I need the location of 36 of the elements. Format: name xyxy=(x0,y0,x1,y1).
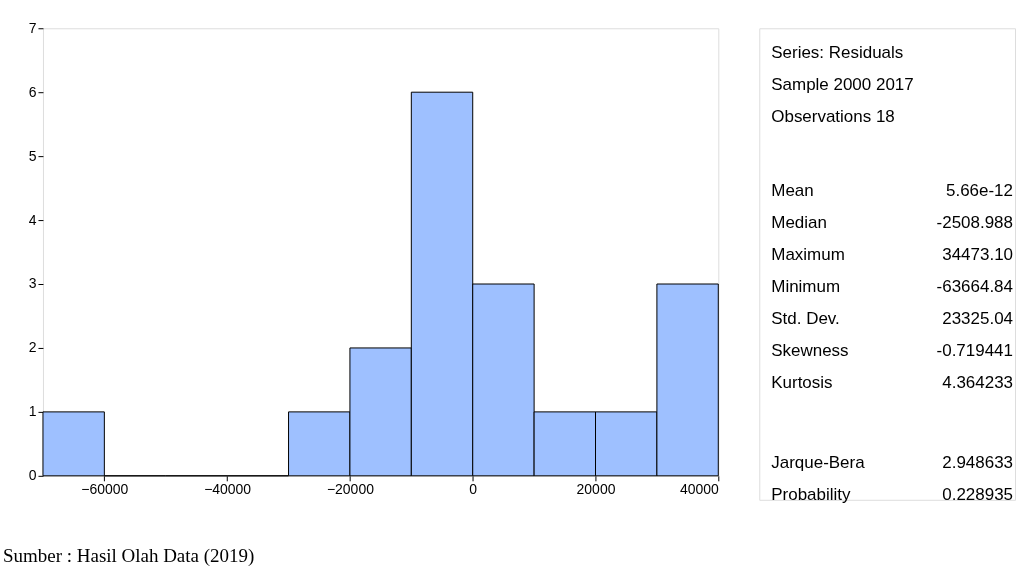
y-tick-label: 7 xyxy=(28,19,37,36)
text: 0.228935 xyxy=(942,484,1014,504)
text: Skewness xyxy=(771,340,849,360)
text: -63664.84 xyxy=(936,276,1014,296)
text: Probability xyxy=(771,484,851,504)
text: Sumber : Hasil Olah Data (2019) xyxy=(3,544,255,567)
text: 5.66e-12 xyxy=(946,181,1014,201)
text: Kurtosis xyxy=(771,372,833,392)
y-tick-label: 5 xyxy=(28,147,37,164)
text: Observations 18 xyxy=(771,107,895,127)
text: Sample 2000 2017 xyxy=(771,75,914,95)
y-tick-label: 1 xyxy=(28,403,37,420)
x-tick-label: 40000 xyxy=(679,481,720,498)
text: 23325.04 xyxy=(942,308,1014,328)
text: 2.948633 xyxy=(942,452,1014,472)
text: Minimum xyxy=(771,276,841,296)
text: Jarque-Bera xyxy=(771,452,866,472)
text: Series: Residuals xyxy=(771,43,904,63)
text: Std. Dev. xyxy=(771,308,840,328)
x-tick-label: 20000 xyxy=(576,481,616,498)
y-tick-label: 0 xyxy=(28,467,37,484)
y-tick-label: 2 xyxy=(28,339,37,356)
text: Median xyxy=(771,213,827,233)
x-tick-label: 0 xyxy=(469,481,478,498)
y-tick-label: 6 xyxy=(28,83,37,100)
text: 4.364233 xyxy=(942,372,1014,392)
text: Mean xyxy=(771,181,814,201)
y-tick-label: 4 xyxy=(28,211,37,228)
x-tick-label: −60000 xyxy=(81,481,129,498)
x-tick-label: −40000 xyxy=(204,481,252,498)
text: -0.719441 xyxy=(936,340,1014,360)
text: -2508.988 xyxy=(936,213,1014,233)
text: Maximum xyxy=(771,245,845,265)
text: 34473.10 xyxy=(942,245,1014,265)
x-tick-label: −20000 xyxy=(326,481,375,498)
y-tick-label: 3 xyxy=(28,275,37,292)
